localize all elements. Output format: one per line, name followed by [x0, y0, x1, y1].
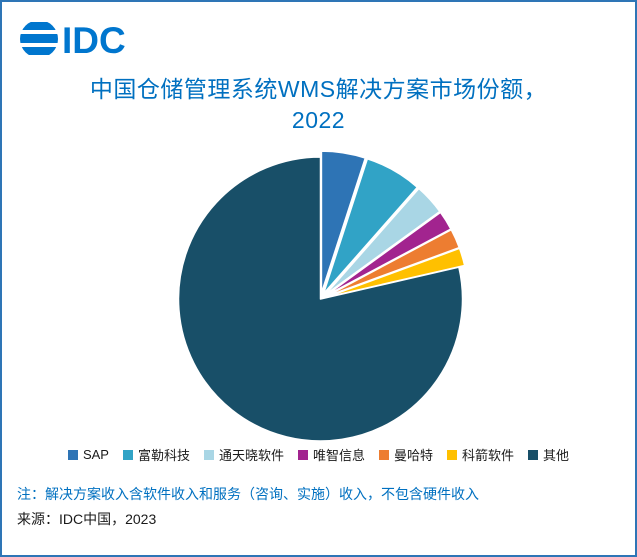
legend-item-通天晓软件: 通天晓软件	[203, 445, 284, 464]
legend: SAP 富勒科技 通天晓软件 唯智信息 曼哈特 科箭软件 其他	[2, 445, 635, 464]
idc-logo-text: IDC	[62, 20, 126, 61]
legend-swatch	[379, 449, 389, 460]
legend-label: SAP	[82, 447, 109, 462]
legend-item-SAP: SAP	[67, 447, 109, 462]
chart-title-line1: 中国仓储管理系统WMS解决方案市场份额，	[89, 76, 548, 102]
legend-label: 曼哈特	[394, 448, 434, 463]
pie-chart-svg	[177, 150, 466, 442]
pie-slice-其他	[177, 156, 464, 442]
chart-title-line2: 2022	[291, 107, 346, 133]
legend-label: 其他	[543, 448, 570, 463]
pie-slice-科箭软件	[325, 247, 466, 299]
pie-slice-曼哈特	[325, 228, 461, 298]
legend-swatch	[528, 449, 539, 460]
pie-slice-唯智信息	[324, 211, 452, 297]
legend-swatch	[67, 449, 78, 460]
legend-item-其他: 其他	[528, 445, 569, 464]
idc-logo-graphic: IDC	[20, 20, 126, 61]
legend-item-富勒科技: 富勒科技	[122, 445, 190, 464]
legend-swatch	[122, 449, 133, 460]
legend-swatch	[203, 449, 214, 460]
legend-swatch	[447, 449, 458, 460]
idc-logo-stripes	[20, 22, 58, 55]
legend-swatch	[297, 449, 308, 460]
chart-title: 中国仓储管理系统WMS解决方案市场份额， 2022	[2, 74, 635, 136]
source-text: 来源：IDC中国，2023	[17, 511, 157, 527]
legend-item-科箭软件: 科箭软件	[447, 445, 514, 464]
pie-chart	[2, 142, 635, 444]
legend-item-唯智信息: 唯智信息	[297, 445, 365, 464]
note-text: 注：解决方案收入含软件收入和服务（咨询、实施）收入，不包含硬件收入	[17, 486, 479, 502]
pie-slice-通天晓软件	[324, 187, 441, 296]
legend-label: 唯智信息	[312, 448, 365, 463]
idc-logo: IDC	[18, 14, 128, 67]
pie-slice-SAP	[320, 150, 367, 294]
legend-label: 通天晓软件	[218, 448, 284, 463]
legend-item-曼哈特: 曼哈特	[379, 445, 433, 464]
legend-label: 富勒科技	[137, 448, 190, 463]
pie-slice-富勒科技	[322, 157, 419, 295]
legend-label: 科箭软件	[462, 448, 515, 463]
